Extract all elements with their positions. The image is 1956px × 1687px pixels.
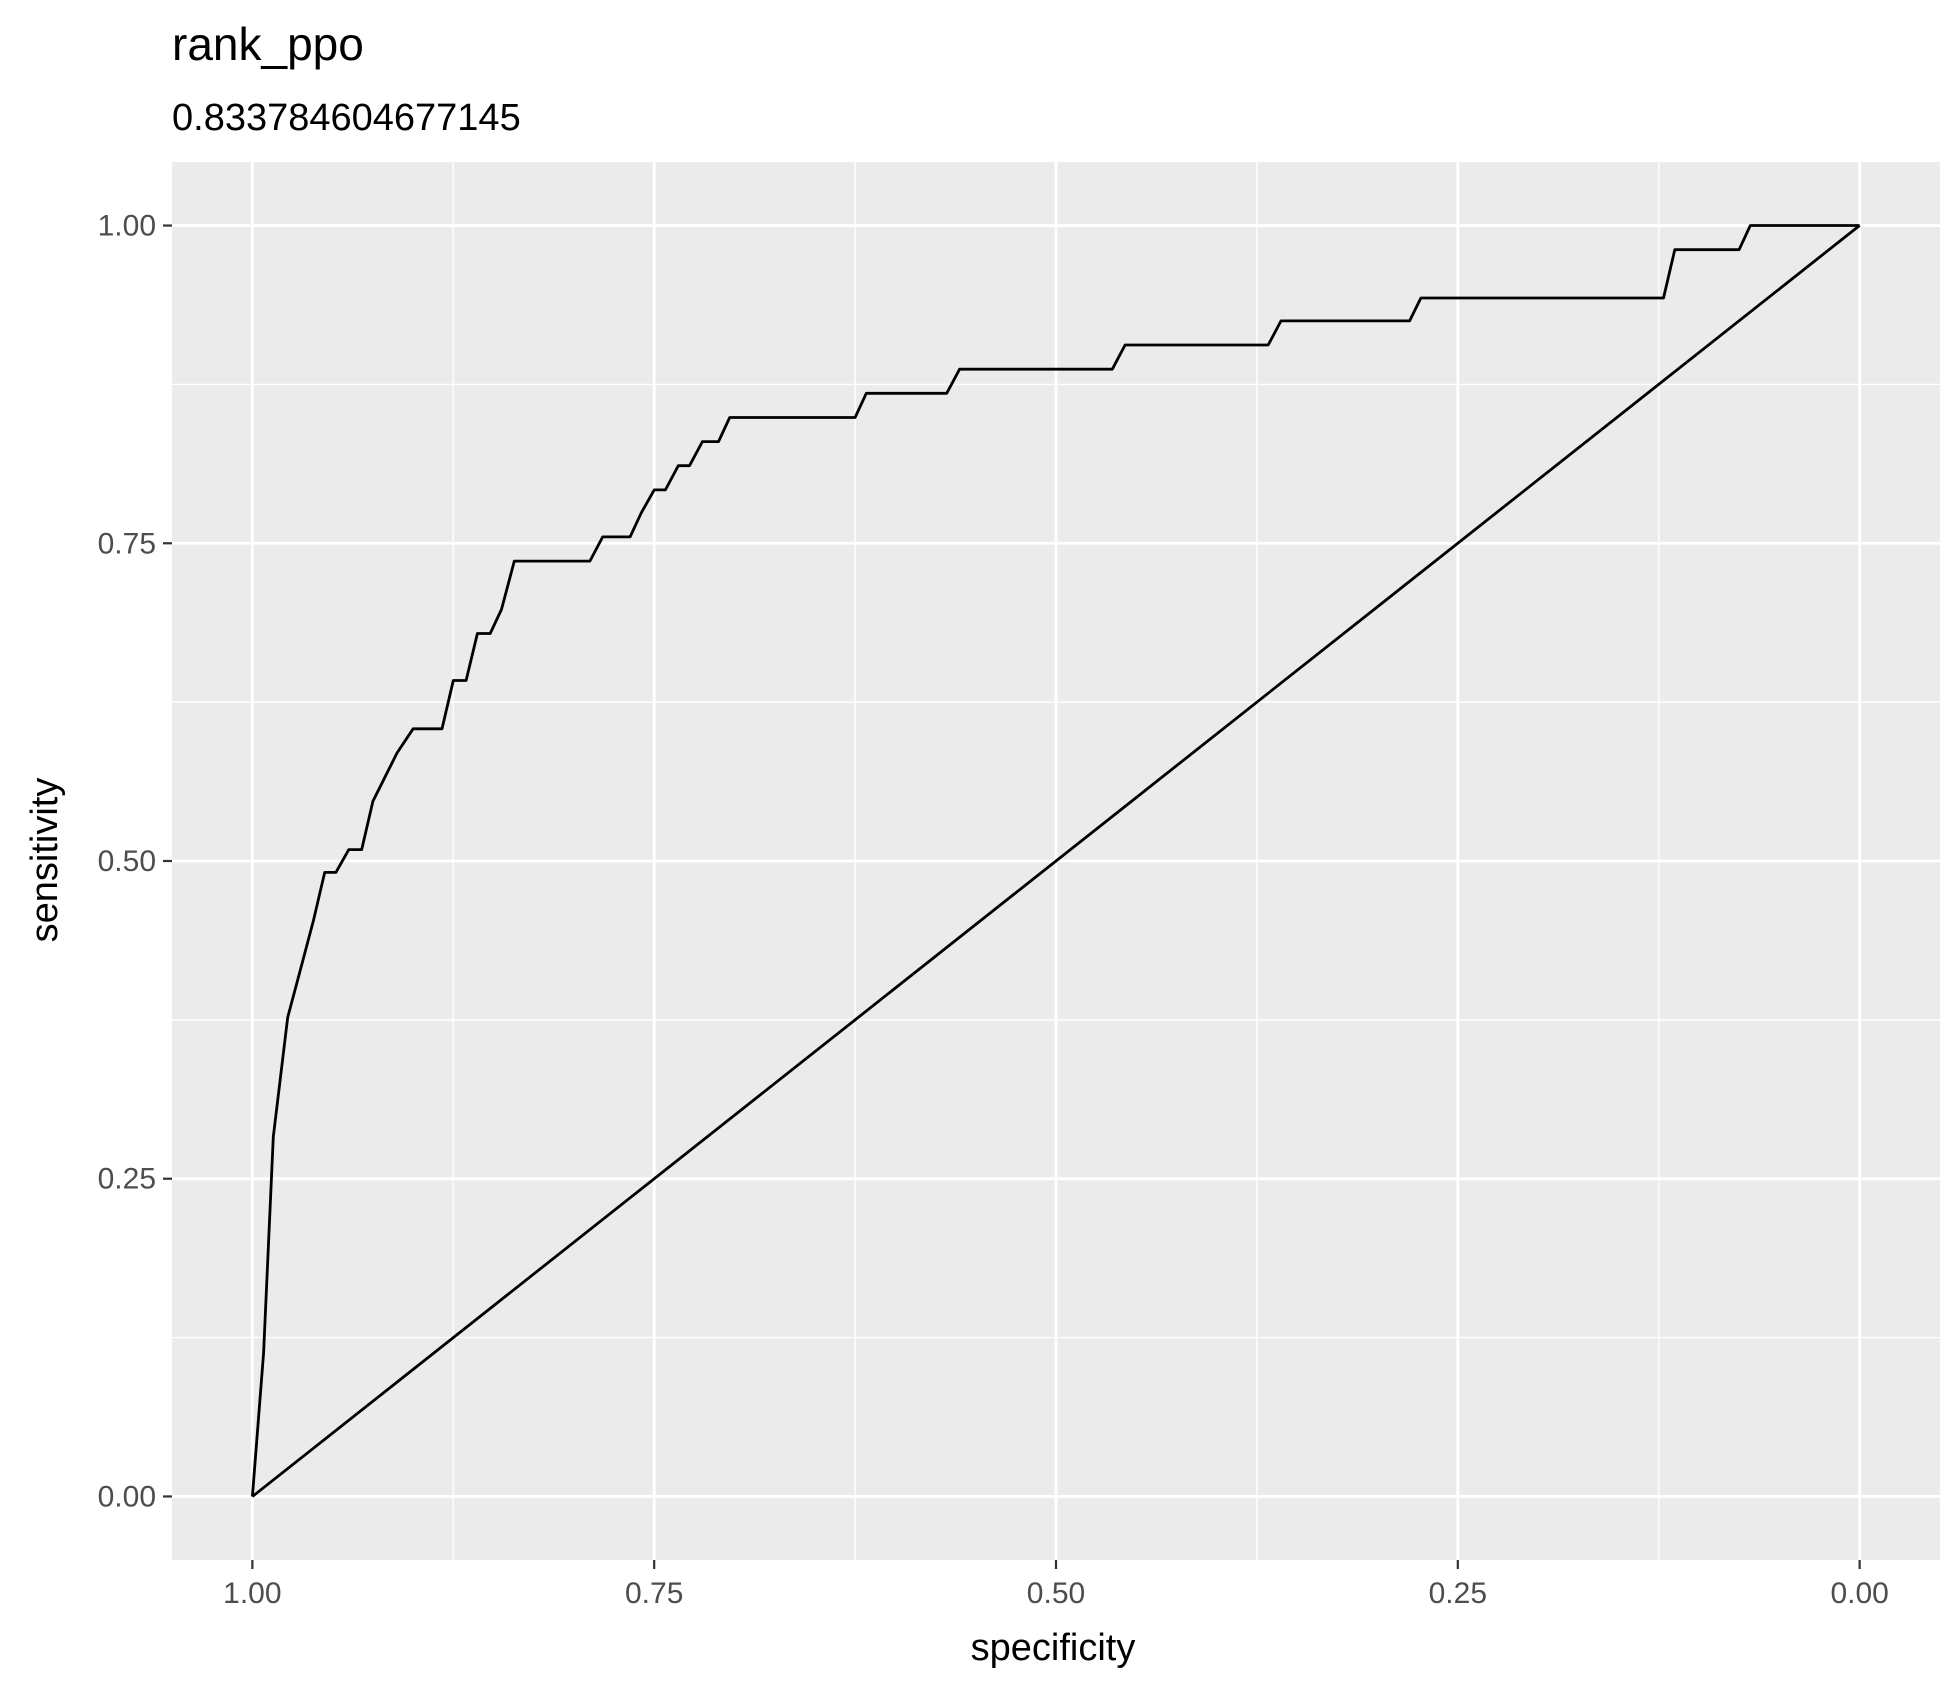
chart-title: rank_ppo [172, 18, 364, 70]
y-axis: 0.00 0.25 0.50 0.75 1.00 [98, 210, 172, 1513]
y-axis-title: sensitivity [24, 778, 66, 943]
x-tick-label: 1.00 [223, 1577, 281, 1610]
series-layer [251, 224, 1861, 1498]
chart-subtitle: 0.833784604677145 [172, 97, 521, 139]
x-tick-label: 0.75 [625, 1577, 683, 1610]
y-tick-label: 0.75 [98, 527, 156, 560]
y-tick-label: 0.00 [98, 1480, 156, 1513]
diagonal-reference-line [251, 224, 1861, 1498]
y-tick-label: 0.25 [98, 1163, 156, 1196]
x-axis-title: specificity [971, 1627, 1136, 1669]
roc-curve [251, 224, 1860, 1497]
x-tick-label: 0.00 [1830, 1577, 1888, 1610]
x-axis: 1.00 0.75 0.50 0.25 0.00 [223, 1560, 1889, 1610]
y-tick-label: 0.50 [98, 845, 156, 878]
x-tick-label: 0.25 [1429, 1577, 1487, 1610]
y-tick-label: 1.00 [98, 210, 156, 243]
x-tick-label: 0.50 [1027, 1577, 1085, 1610]
